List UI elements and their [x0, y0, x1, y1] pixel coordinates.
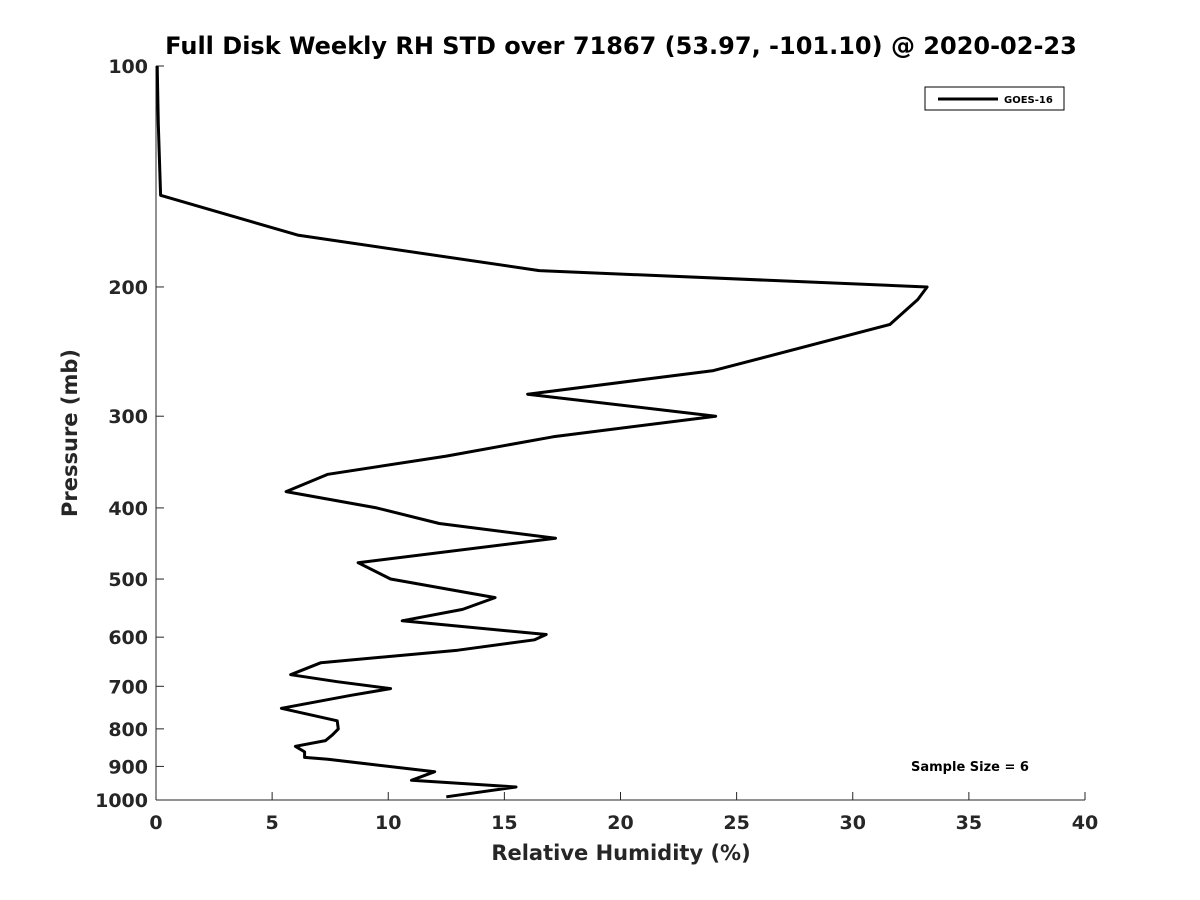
- y-axis: 100 200 300 400 500 600 700 800 900 1000: [95, 56, 164, 812]
- x-tick-label: 35: [956, 812, 982, 834]
- y-tick-label: 800: [108, 719, 148, 741]
- x-tick-label: 5: [266, 812, 279, 834]
- series-layer: [155, 65, 929, 799]
- y-axis-label: Pressure (mb): [58, 349, 82, 517]
- y-tick-label: 700: [108, 676, 148, 698]
- plot-frame: [155, 66, 1085, 801]
- x-axis: 0 5 10 15 20 25 30 35 40: [149, 792, 1098, 834]
- x-tick-label: 30: [840, 812, 866, 834]
- y-tick-label: 100: [108, 56, 148, 78]
- legend: GOES-16: [924, 86, 1065, 111]
- y-tick-label: 500: [108, 569, 148, 591]
- x-tick-label: 15: [491, 812, 517, 834]
- y-tick-label: 900: [108, 756, 148, 778]
- sample-size-annotation: Sample Size = 6: [911, 760, 1029, 775]
- y-tick-label: 400: [108, 498, 148, 520]
- x-axis-label: Relative Humidity (%): [491, 841, 750, 865]
- x-tick-label: 10: [375, 812, 401, 834]
- x-tick-label: 20: [607, 812, 633, 834]
- x-tick-label: 25: [723, 812, 749, 834]
- y-tick-label: 1000: [95, 790, 148, 812]
- x-tick-label: 0: [149, 812, 162, 834]
- x-tick-label: 40: [1072, 812, 1098, 834]
- y-tick-label: 600: [108, 627, 148, 649]
- legend-label: GOES-16: [1004, 95, 1053, 106]
- y-tick-label: 300: [108, 406, 148, 428]
- series-line-goes-16: [155, 65, 929, 799]
- y-tick-label: 200: [108, 277, 148, 299]
- chart-title: Full Disk Weekly RH STD over 71867 (53.9…: [165, 32, 1077, 60]
